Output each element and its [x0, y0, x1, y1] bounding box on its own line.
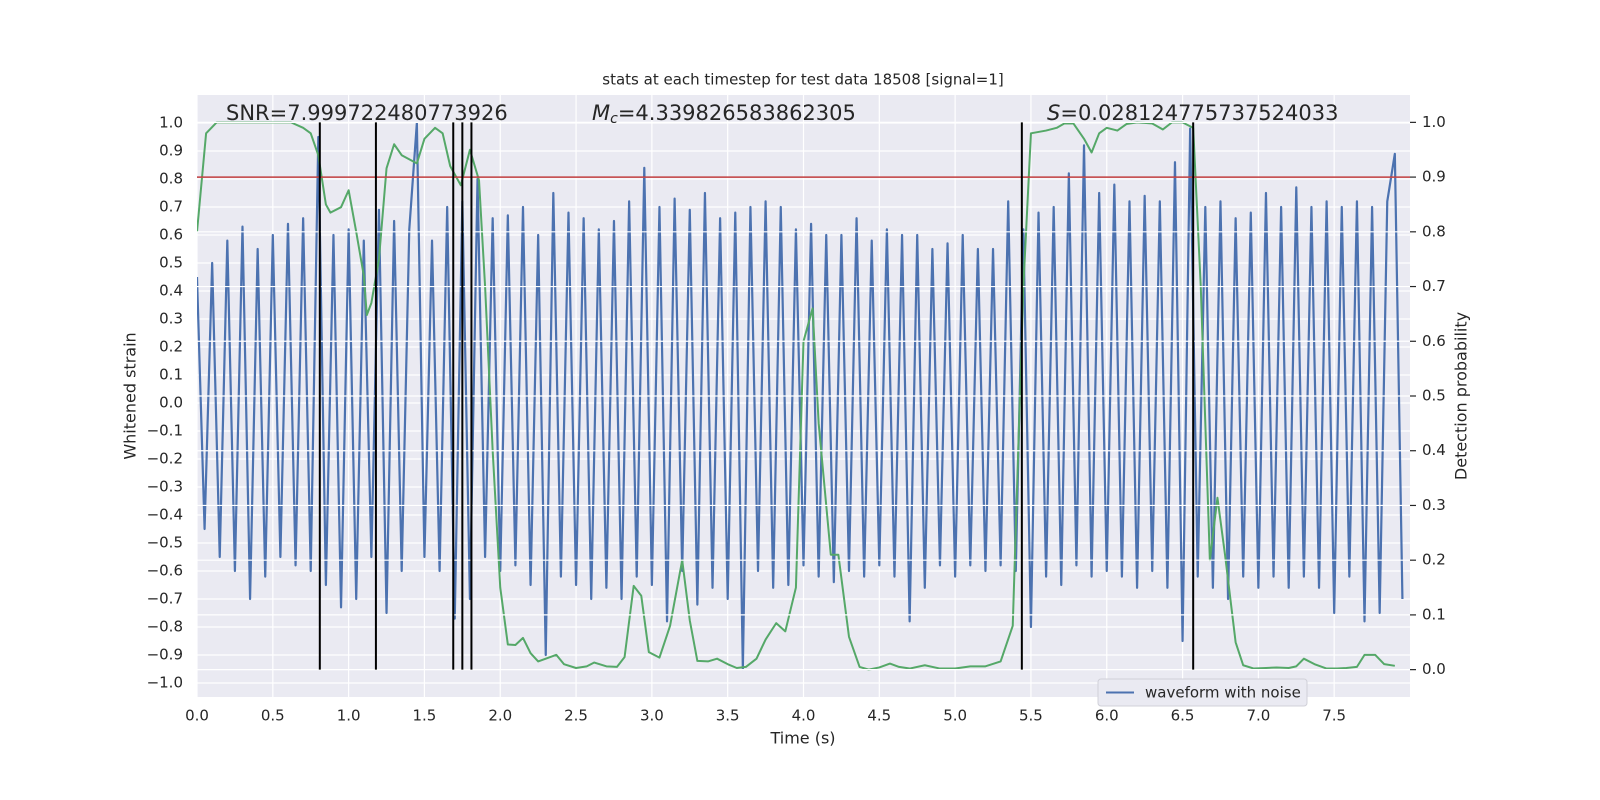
y2-tick-label: 0.4	[1422, 441, 1446, 459]
y2-tick-label: 0.7	[1422, 277, 1446, 295]
plot-area	[197, 95, 1410, 697]
y2-tick-label: 0.6	[1422, 332, 1446, 350]
annotation-text: =4.339826583862305	[618, 101, 856, 125]
legend-label: waveform with noise	[1145, 684, 1301, 702]
x-tick-label: 7.5	[1322, 707, 1346, 725]
y-tick-label: 0.9	[159, 142, 183, 160]
x-tick-label: 0.5	[261, 707, 285, 725]
annotation-symbol: S	[1047, 101, 1060, 125]
y2-tick-label: 0.1	[1422, 605, 1446, 623]
x-tick-label: 6.5	[1171, 707, 1195, 725]
y-tick-label: 0.3	[159, 310, 183, 328]
y-tick-label: −0.4	[147, 506, 183, 524]
chart-title: stats at each timestep for test data 185…	[602, 71, 1003, 89]
y2-tick-label: 1.0	[1422, 113, 1446, 131]
legend: waveform with noise	[1097, 678, 1308, 707]
y-tick-label: 0.2	[159, 338, 183, 356]
x-tick-label: 5.0	[943, 707, 967, 725]
probability-line	[197, 121, 1395, 671]
y-tick-label: −0.5	[147, 534, 183, 552]
x-tick-label: 1.5	[413, 707, 437, 725]
y-tick-label: 0.0	[159, 394, 183, 412]
y-tick-label: 0.4	[159, 282, 183, 300]
x-tick-label: 5.5	[1019, 707, 1043, 725]
y-tick-label: −0.1	[147, 422, 183, 440]
x-tick-label: 4.0	[792, 707, 816, 725]
y-tick-label: 0.1	[159, 366, 183, 384]
annotation-symbol: M	[592, 101, 610, 125]
y-tick-label: 0.8	[159, 170, 183, 188]
y-tick-label: −0.6	[147, 562, 183, 580]
legend-box	[1097, 678, 1308, 707]
y2-tick-label: 0.8	[1422, 222, 1446, 240]
x-tick-label: 7.0	[1246, 707, 1270, 725]
x-tick-label: 3.0	[640, 707, 664, 725]
y-tick-label: −0.3	[147, 478, 183, 496]
y-tick-label: −0.9	[147, 646, 183, 664]
annotation: SNR=7.999722480773926	[226, 101, 508, 125]
x-tick-label: 6.0	[1095, 707, 1119, 725]
y-tick-label: −0.7	[147, 590, 183, 608]
x-tick-label: 1.0	[337, 707, 361, 725]
x-tick-label: 0.0	[185, 707, 209, 725]
y-tick-label: 0.7	[159, 198, 183, 216]
y2-tick-label: 0.2	[1422, 551, 1446, 569]
y-tick-label: −1.0	[147, 674, 183, 692]
y2-tick-label: 0.9	[1422, 168, 1446, 186]
y-tick-label: 0.6	[159, 226, 183, 244]
y-tick-label: 0.5	[159, 254, 183, 272]
y2-tick-label: 0.5	[1422, 387, 1446, 405]
annotation-text: =0.028124775737524033	[1060, 101, 1338, 125]
annotation-subscript: c	[610, 111, 618, 127]
y-tick-label: −0.8	[147, 618, 183, 636]
y-tick-label: −0.2	[147, 450, 183, 468]
x-tick-label: 3.5	[716, 707, 740, 725]
y-axis-label: Whitened strain	[121, 332, 140, 459]
y2-tick-label: 0.3	[1422, 496, 1446, 514]
x-tick-label: 2.5	[564, 707, 588, 725]
x-tick-label: 4.5	[867, 707, 891, 725]
y-tick-label: 1.0	[159, 114, 183, 132]
y2-axis-label: Detection probability	[1452, 312, 1471, 480]
annotation: Mc=4.339826583862305	[592, 101, 856, 127]
annotation-text: SNR=7.999722480773926	[226, 101, 508, 125]
y2-tick-label: 0.0	[1422, 660, 1446, 678]
x-axis-label: Time (s)	[769, 729, 835, 748]
annotation: S=0.028124775737524033	[1047, 101, 1338, 125]
x-tick-label: 2.0	[488, 707, 512, 725]
